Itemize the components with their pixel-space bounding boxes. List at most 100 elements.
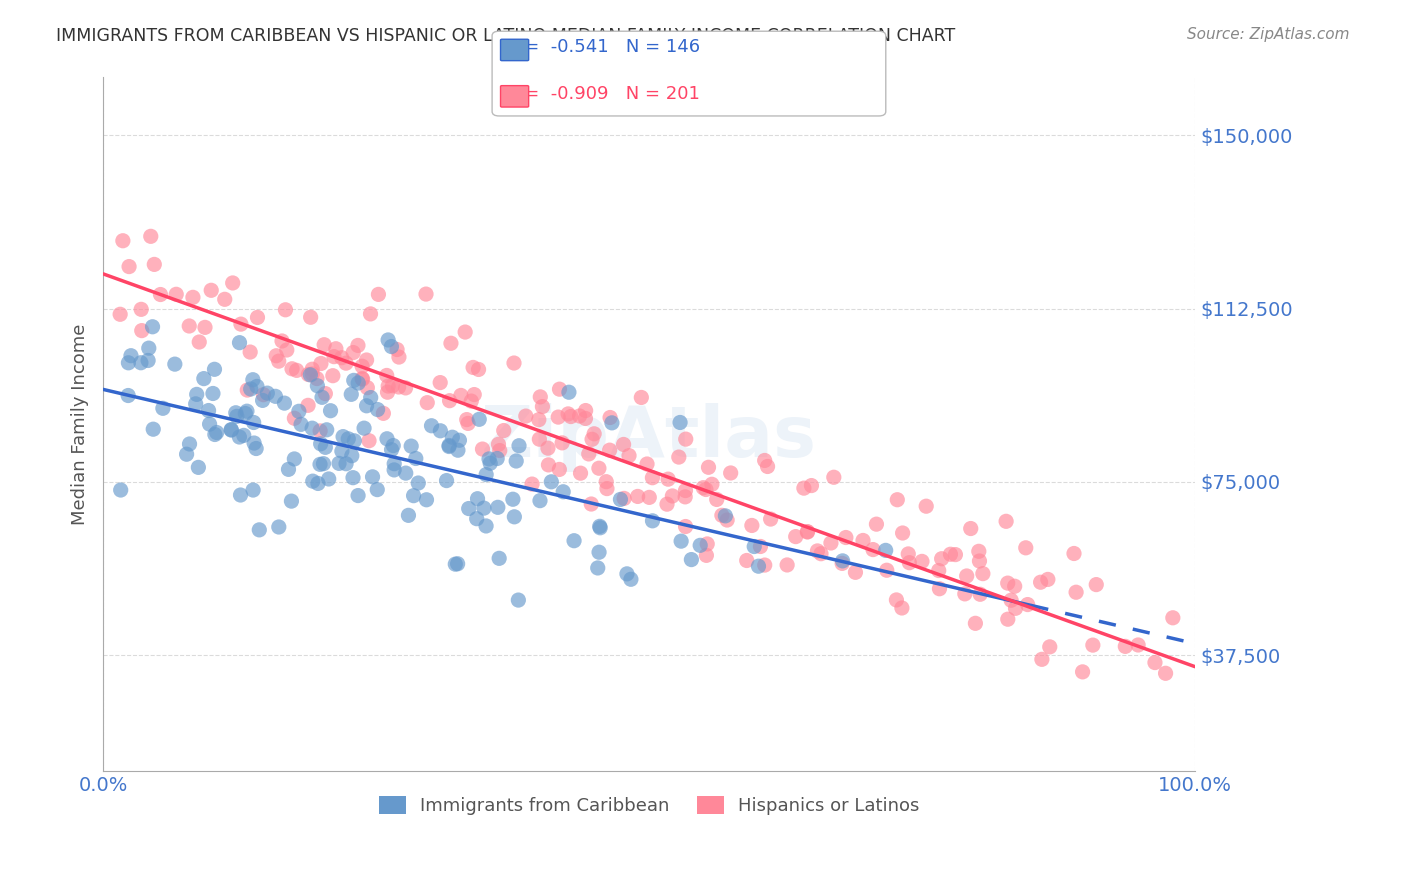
Point	[689, 538, 711, 552]
Point	[508, 593, 530, 607]
Point	[875, 543, 897, 558]
Point	[460, 394, 482, 409]
Point	[700, 477, 723, 491]
Point	[742, 540, 765, 554]
Point	[420, 418, 443, 433]
Point	[357, 434, 380, 448]
Point	[578, 447, 600, 461]
Point	[457, 417, 479, 431]
Point	[356, 381, 378, 395]
Point	[456, 412, 478, 426]
Point	[188, 334, 211, 349]
Point	[110, 483, 132, 497]
Point	[375, 368, 398, 383]
Point	[630, 391, 652, 405]
Point	[515, 409, 537, 423]
Point	[540, 475, 562, 489]
Point	[394, 381, 416, 395]
Point	[1114, 640, 1136, 654]
Point	[754, 558, 776, 572]
Point	[876, 563, 898, 577]
Point	[382, 439, 405, 453]
Point	[307, 476, 329, 491]
Point	[852, 533, 875, 548]
Point	[314, 440, 336, 454]
Point	[478, 452, 501, 467]
Point	[395, 466, 418, 480]
Point	[1063, 547, 1085, 561]
Point	[599, 410, 621, 425]
Y-axis label: Median Family Income: Median Family Income	[72, 324, 89, 524]
Point	[823, 470, 845, 484]
Point	[681, 552, 703, 566]
Point	[405, 451, 427, 466]
Point	[276, 343, 298, 357]
Point	[574, 411, 596, 425]
Point	[492, 424, 515, 438]
Point	[315, 423, 337, 437]
Point	[314, 386, 336, 401]
Point	[806, 544, 828, 558]
Point	[360, 391, 382, 405]
Point	[232, 428, 254, 442]
Point	[609, 492, 631, 507]
Point	[367, 402, 389, 417]
Point	[186, 387, 208, 401]
Point	[945, 548, 967, 562]
Point	[352, 372, 374, 386]
Text: R =  -0.909   N = 201: R = -0.909 N = 201	[506, 85, 700, 103]
Point	[965, 616, 987, 631]
Point	[187, 460, 209, 475]
Point	[588, 461, 610, 475]
Point	[831, 554, 853, 568]
Point	[246, 379, 269, 393]
Point	[264, 389, 287, 403]
Point	[1143, 656, 1166, 670]
Point	[301, 362, 323, 376]
Point	[309, 424, 332, 438]
Point	[589, 519, 612, 533]
Point	[176, 447, 198, 461]
Point	[641, 514, 664, 528]
Point	[236, 404, 259, 418]
Point	[305, 371, 328, 385]
Point	[247, 523, 270, 537]
Point	[911, 554, 934, 568]
Point	[1004, 579, 1026, 593]
Point	[343, 434, 366, 448]
Point	[488, 443, 510, 458]
Point	[437, 440, 460, 454]
Point	[201, 386, 224, 401]
Point	[710, 508, 733, 523]
Point	[537, 458, 560, 472]
Point	[343, 373, 366, 387]
Point	[915, 499, 938, 513]
Point	[581, 432, 603, 446]
Point	[299, 310, 322, 325]
Point	[117, 356, 139, 370]
Point	[969, 587, 991, 601]
Point	[613, 491, 636, 506]
Point	[360, 307, 382, 321]
Point	[290, 417, 312, 432]
Point	[1000, 593, 1022, 607]
Point	[450, 388, 472, 402]
Point	[972, 566, 994, 581]
Point	[1071, 665, 1094, 679]
Point	[347, 338, 370, 352]
Point	[312, 457, 335, 471]
Point	[627, 490, 650, 504]
Point	[668, 450, 690, 464]
Point	[617, 449, 640, 463]
Point	[242, 416, 264, 430]
Point	[353, 421, 375, 435]
Point	[706, 492, 728, 507]
Point	[616, 566, 638, 581]
Point	[375, 432, 398, 446]
Point	[429, 424, 451, 438]
Point	[406, 476, 429, 491]
Point	[479, 456, 502, 470]
Point	[447, 443, 470, 458]
Point	[429, 376, 451, 390]
Point	[844, 566, 866, 580]
